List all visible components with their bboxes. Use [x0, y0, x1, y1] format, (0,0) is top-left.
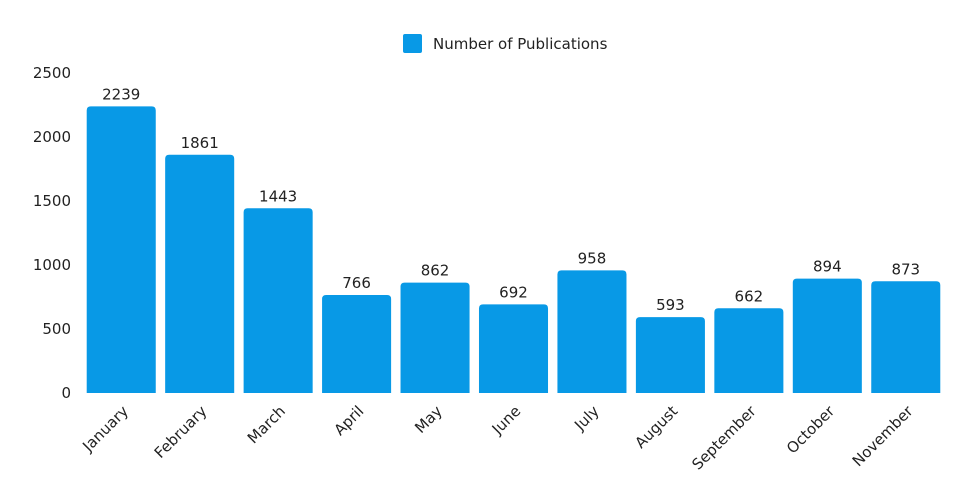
y-tick-label: 1000	[33, 256, 71, 274]
bar	[871, 281, 941, 393]
bar	[792, 278, 862, 393]
bar	[400, 282, 470, 393]
y-tick-label: 0	[61, 384, 71, 402]
x-tick-label: June	[488, 402, 525, 439]
x-tick-label: March	[244, 402, 289, 447]
data-label: 593	[656, 296, 685, 314]
y-tick-label: 500	[42, 320, 71, 338]
legend-swatch	[403, 34, 422, 53]
data-label: 1861	[181, 134, 219, 152]
bar	[165, 154, 235, 393]
legend: Number of Publications	[403, 34, 608, 53]
x-axis: January February March April May June July Augu…	[78, 402, 917, 474]
data-label: 958	[578, 249, 607, 267]
data-label: 766	[342, 274, 371, 292]
data-label: 1443	[259, 187, 297, 205]
bar	[86, 106, 156, 394]
x-tick-label: October	[783, 402, 839, 458]
bar	[243, 208, 313, 393]
bar	[635, 317, 705, 393]
x-tick-label: January	[78, 402, 132, 456]
data-label: 894	[813, 258, 842, 276]
y-tick-label: 1500	[33, 192, 71, 210]
bar-series	[86, 106, 941, 394]
x-tick-label: August	[631, 402, 681, 452]
data-label: 662	[735, 287, 764, 305]
bar	[478, 304, 549, 393]
x-tick-label: November	[849, 402, 917, 470]
x-tick-label: July	[570, 402, 603, 435]
data-labels: 2239 1861 1443 766 862 692 958 593 662 894 873	[102, 85, 920, 314]
y-axis: 0 500 1000 1500 2000 2500	[33, 64, 71, 402]
y-tick-label: 2000	[33, 128, 71, 146]
x-tick-label: September	[688, 402, 760, 474]
bar	[322, 294, 392, 393]
data-label: 873	[891, 260, 920, 278]
y-tick-label: 2500	[33, 64, 71, 82]
data-label: 862	[421, 262, 450, 280]
x-tick-label: February	[151, 402, 211, 462]
bar	[714, 308, 784, 393]
bar	[557, 270, 627, 393]
data-label: 692	[499, 283, 528, 301]
x-tick-label: May	[411, 402, 446, 437]
x-tick-label: April	[330, 402, 367, 439]
legend-label: Number of Publications	[433, 35, 608, 53]
data-label: 2239	[102, 85, 140, 103]
